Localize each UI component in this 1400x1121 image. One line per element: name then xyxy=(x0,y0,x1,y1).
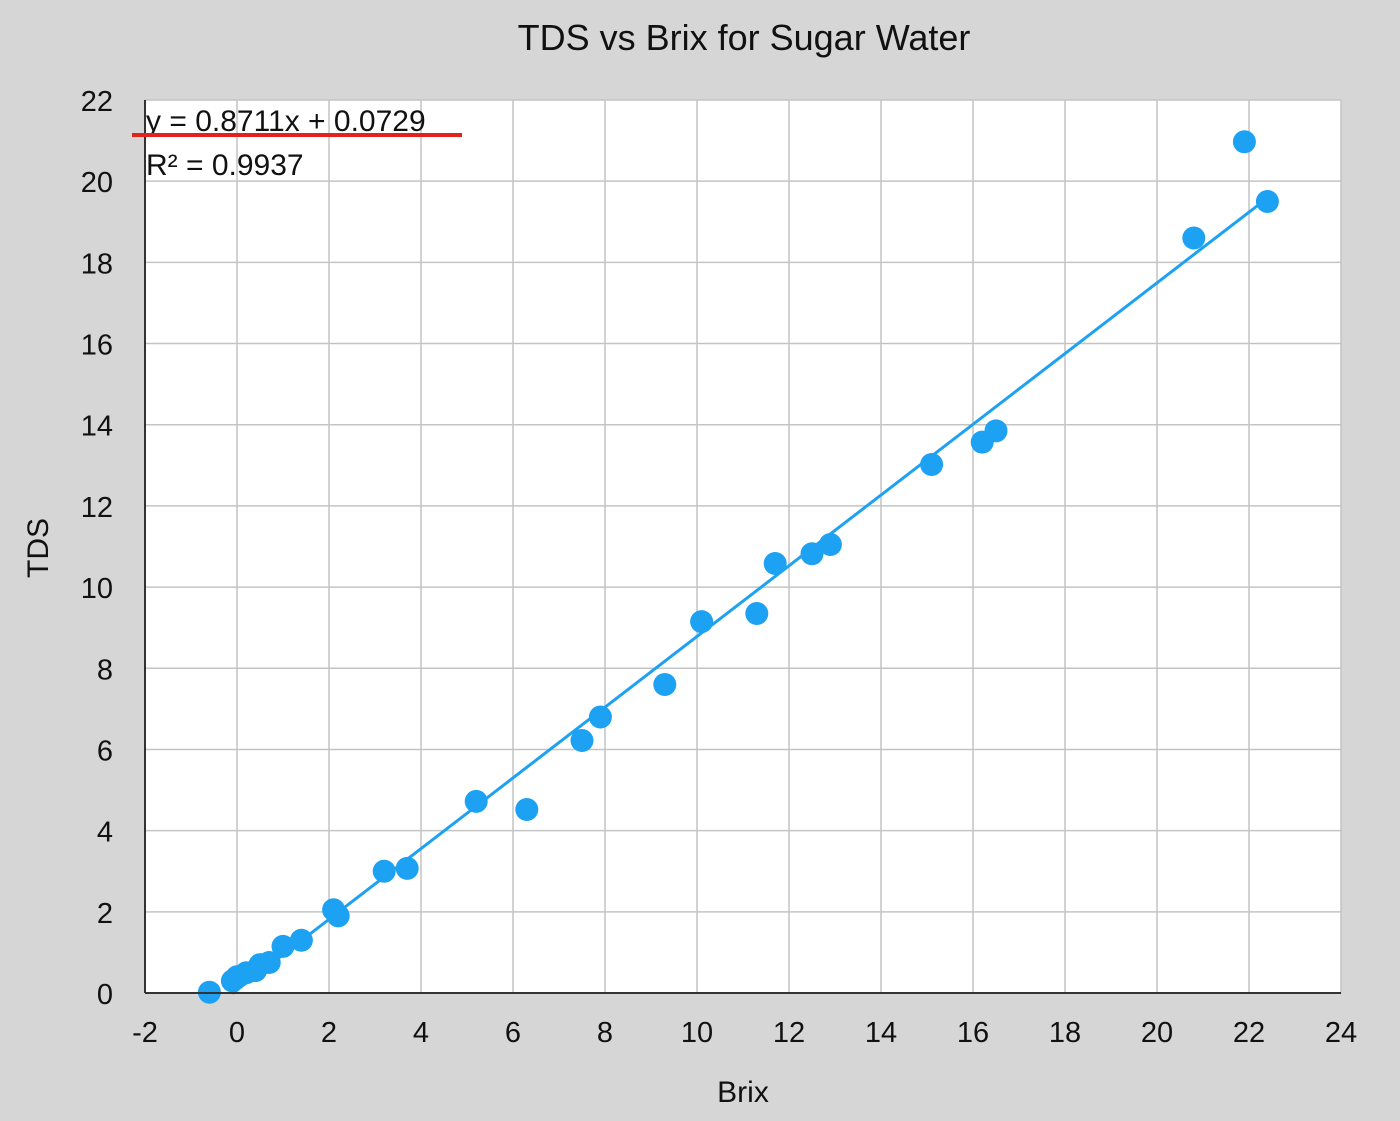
x-tick-label: 20 xyxy=(1141,1017,1173,1049)
data-point xyxy=(763,552,787,576)
data-points xyxy=(197,130,1279,1004)
data-point xyxy=(326,904,350,928)
data-point xyxy=(745,601,769,625)
x-tick-label: 10 xyxy=(681,1017,713,1049)
data-point xyxy=(690,610,714,634)
data-point xyxy=(257,951,281,975)
x-tick-label: 22 xyxy=(1233,1017,1265,1049)
x-tick-label: 12 xyxy=(773,1017,805,1049)
trendline-equation: y = 0.8711x + 0.0729 xyxy=(146,105,426,138)
data-point xyxy=(920,453,944,477)
data-point xyxy=(800,542,824,566)
plot-area xyxy=(145,100,1341,993)
data-point xyxy=(395,856,419,880)
x-axis-label: Brix xyxy=(717,1076,769,1109)
x-tick-label: 24 xyxy=(1325,1017,1357,1049)
x-tick-label: 16 xyxy=(957,1017,989,1049)
x-tick-label: 2 xyxy=(321,1017,337,1049)
data-point xyxy=(289,928,313,952)
x-tick-labels: -2 0 2 4 6 8 10 12 14 16 18 20 22 24 xyxy=(132,1017,1357,1049)
y-tick-label: 6 xyxy=(97,735,113,767)
data-point xyxy=(570,729,594,753)
r-squared-label: R² = 0.9937 xyxy=(146,149,304,182)
y-axis-label: TDS xyxy=(22,518,55,578)
x-tick-label: 6 xyxy=(505,1017,521,1049)
data-point xyxy=(464,789,488,813)
data-point xyxy=(1255,189,1279,213)
y-tick-label: 22 xyxy=(81,86,113,118)
y-tick-labels: 0 2 4 6 8 10 12 14 16 18 20 22 xyxy=(81,86,113,1011)
chart-title: TDS vs Brix for Sugar Water xyxy=(518,17,971,58)
y-tick-label: 18 xyxy=(81,248,113,280)
data-point xyxy=(372,859,396,883)
grid xyxy=(144,99,1342,994)
data-point xyxy=(1232,130,1256,154)
x-tick-label: -2 xyxy=(132,1017,158,1049)
data-point xyxy=(515,798,539,822)
y-tick-label: 8 xyxy=(97,654,113,686)
data-point xyxy=(271,934,295,958)
x-tick-label: 14 xyxy=(865,1017,897,1049)
y-tick-label: 2 xyxy=(97,898,113,930)
x-tick-label: 18 xyxy=(1049,1017,1081,1049)
y-tick-label: 0 xyxy=(97,979,113,1011)
y-tick-label: 10 xyxy=(81,573,113,605)
y-tick-label: 12 xyxy=(81,492,113,524)
data-point xyxy=(818,532,842,556)
data-point xyxy=(653,673,677,697)
data-point xyxy=(1182,226,1206,250)
data-point xyxy=(588,705,612,729)
x-tick-label: 4 xyxy=(413,1017,429,1049)
x-tick-label: 8 xyxy=(597,1017,613,1049)
y-tick-label: 16 xyxy=(81,330,113,362)
x-tick-label: 0 xyxy=(229,1017,245,1049)
y-tick-label: 20 xyxy=(81,167,113,199)
data-point xyxy=(984,419,1008,443)
y-tick-label: 14 xyxy=(81,411,113,443)
y-tick-label: 4 xyxy=(97,817,113,849)
